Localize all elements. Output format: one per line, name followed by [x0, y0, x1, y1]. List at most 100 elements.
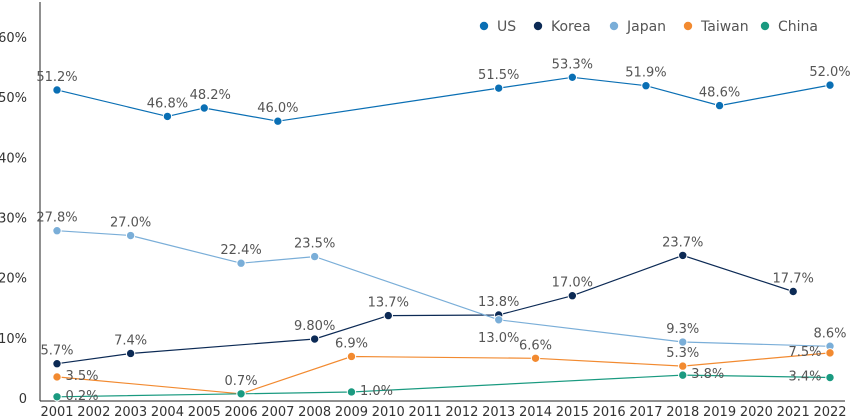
korea-point — [678, 250, 688, 261]
korea-series-line — [56, 254, 794, 365]
japan-point — [494, 315, 504, 325]
x-tick-label: 2016 — [593, 405, 626, 419]
x-tick-label: 2015 — [556, 405, 589, 419]
us-data-label: 51.9% — [625, 66, 666, 81]
x-tick-label: 2020 — [740, 405, 773, 419]
japan-data-label: 9.3% — [666, 322, 699, 337]
taiwan-data-label: 5.3% — [666, 346, 699, 361]
x-tick-label: 2005 — [188, 405, 221, 419]
y-tick-labels: 0 10% 20% 30% 40% 50% 60% — [0, 31, 27, 407]
us-data-label: 48.2% — [190, 88, 231, 103]
china-data-label: 3.4% — [788, 370, 821, 385]
china-data-label: 3.8% — [691, 367, 724, 382]
x-tick-label: 2022 — [813, 405, 846, 419]
x-tick-label: 2014 — [519, 405, 552, 419]
us-point — [494, 83, 504, 93]
korea-data-label: 13.8% — [478, 295, 519, 310]
x-tick-label: 2019 — [703, 405, 736, 419]
x-tick-label: 2021 — [777, 405, 810, 419]
x-tick-label: 2010 — [372, 405, 405, 419]
us-point — [52, 85, 62, 95]
us-data-label: 51.2% — [36, 70, 77, 85]
us-data-label: 51.5% — [478, 68, 519, 83]
legend-label-japan: Japan — [626, 19, 666, 35]
legend-label-china: China — [778, 19, 818, 35]
legend-marker-taiwan — [683, 21, 693, 31]
korea-data-label: 17.0% — [552, 276, 593, 291]
y-tick-label: 40% — [0, 151, 27, 166]
x-tick-label: 2003 — [114, 405, 147, 419]
taiwan-point — [530, 353, 541, 363]
taiwan-data-label: 6.9% — [335, 336, 368, 351]
us-point — [714, 100, 725, 111]
x-tick-label: 2006 — [225, 405, 258, 419]
us-point — [162, 111, 173, 122]
korea-point — [567, 291, 578, 301]
taiwan-series-line — [56, 352, 831, 395]
x-tick-labels: 2001 2002 2003 2004 2005 2006 2007 2008 2009 2010… — [40, 405, 846, 419]
legend-marker-korea — [533, 21, 543, 31]
x-tick-label: 2001 — [40, 405, 73, 419]
korea-point — [309, 334, 320, 344]
japan-data-label: 27.0% — [110, 216, 151, 231]
y-tick-label: 50% — [0, 91, 27, 106]
legend-marker-japan — [609, 21, 619, 31]
x-tick-label: 2018 — [666, 405, 699, 419]
x-tick-label: 2004 — [151, 405, 184, 419]
japan-point — [125, 230, 136, 241]
legend-marker-us — [479, 21, 489, 31]
japan-data-label: 23.5% — [294, 237, 335, 252]
us-data-label: 48.6% — [699, 86, 740, 101]
korea-data-label: 9.80% — [294, 319, 335, 334]
axes — [39, 2, 845, 402]
us-data-label: 53.3% — [552, 57, 593, 72]
korea-data-label: 13.7% — [368, 296, 409, 311]
japan-point — [309, 251, 320, 262]
china-point — [678, 370, 688, 380]
japan-data-label: 8.6% — [813, 326, 846, 341]
us-point — [641, 81, 651, 91]
taiwan-point — [678, 361, 688, 371]
us-point — [567, 72, 578, 83]
legend: US Korea Japan Taiwan China — [479, 19, 818, 35]
us-point — [825, 80, 835, 90]
korea-point — [125, 348, 136, 359]
y-tick-label: 0 — [19, 392, 27, 407]
taiwan-data-label: 6.6% — [519, 338, 552, 353]
us-data-label: 46.8% — [147, 96, 188, 111]
china-data-label: 0.2% — [65, 389, 98, 404]
x-tick-label: 2002 — [77, 405, 110, 419]
korea-data-label: 17.7% — [773, 272, 814, 287]
china-point — [346, 387, 357, 397]
taiwan-data-label: 3.5% — [65, 369, 98, 384]
y-tick-label: 10% — [0, 332, 27, 347]
china-data-label: 1.0% — [360, 384, 393, 399]
legend-label-us: US — [497, 19, 516, 35]
y-tick-label: 60% — [0, 31, 27, 46]
korea-data-label: 23.7% — [662, 235, 703, 250]
x-tick-label: 2007 — [261, 405, 294, 419]
legend-label-taiwan: Taiwan — [700, 19, 749, 35]
korea-point — [383, 310, 393, 321]
taiwan-point — [825, 348, 835, 358]
taiwan-point — [52, 372, 62, 382]
taiwan-data-label: 0.7% — [225, 374, 258, 389]
x-tick-label: 2017 — [629, 405, 662, 419]
y-tick-label: 30% — [0, 212, 27, 227]
china-point — [236, 389, 246, 399]
japan-data-label: 27.8% — [36, 211, 77, 226]
x-tick-label: 2009 — [335, 405, 368, 419]
japan-data-label: 13.0% — [478, 331, 519, 346]
x-tick-label: 2011 — [409, 405, 442, 419]
us-data-label: 46.0% — [257, 101, 298, 116]
taiwan-point — [346, 351, 357, 362]
y-tick-label: 20% — [0, 272, 27, 287]
korea-point — [52, 359, 62, 369]
japan-point — [678, 337, 688, 347]
x-tick-label: 2013 — [482, 405, 515, 419]
japan-data-label: 22.4% — [220, 243, 261, 258]
japan-point — [236, 258, 246, 268]
korea-data-label: 7.4% — [114, 333, 147, 348]
korea-point — [788, 286, 798, 297]
